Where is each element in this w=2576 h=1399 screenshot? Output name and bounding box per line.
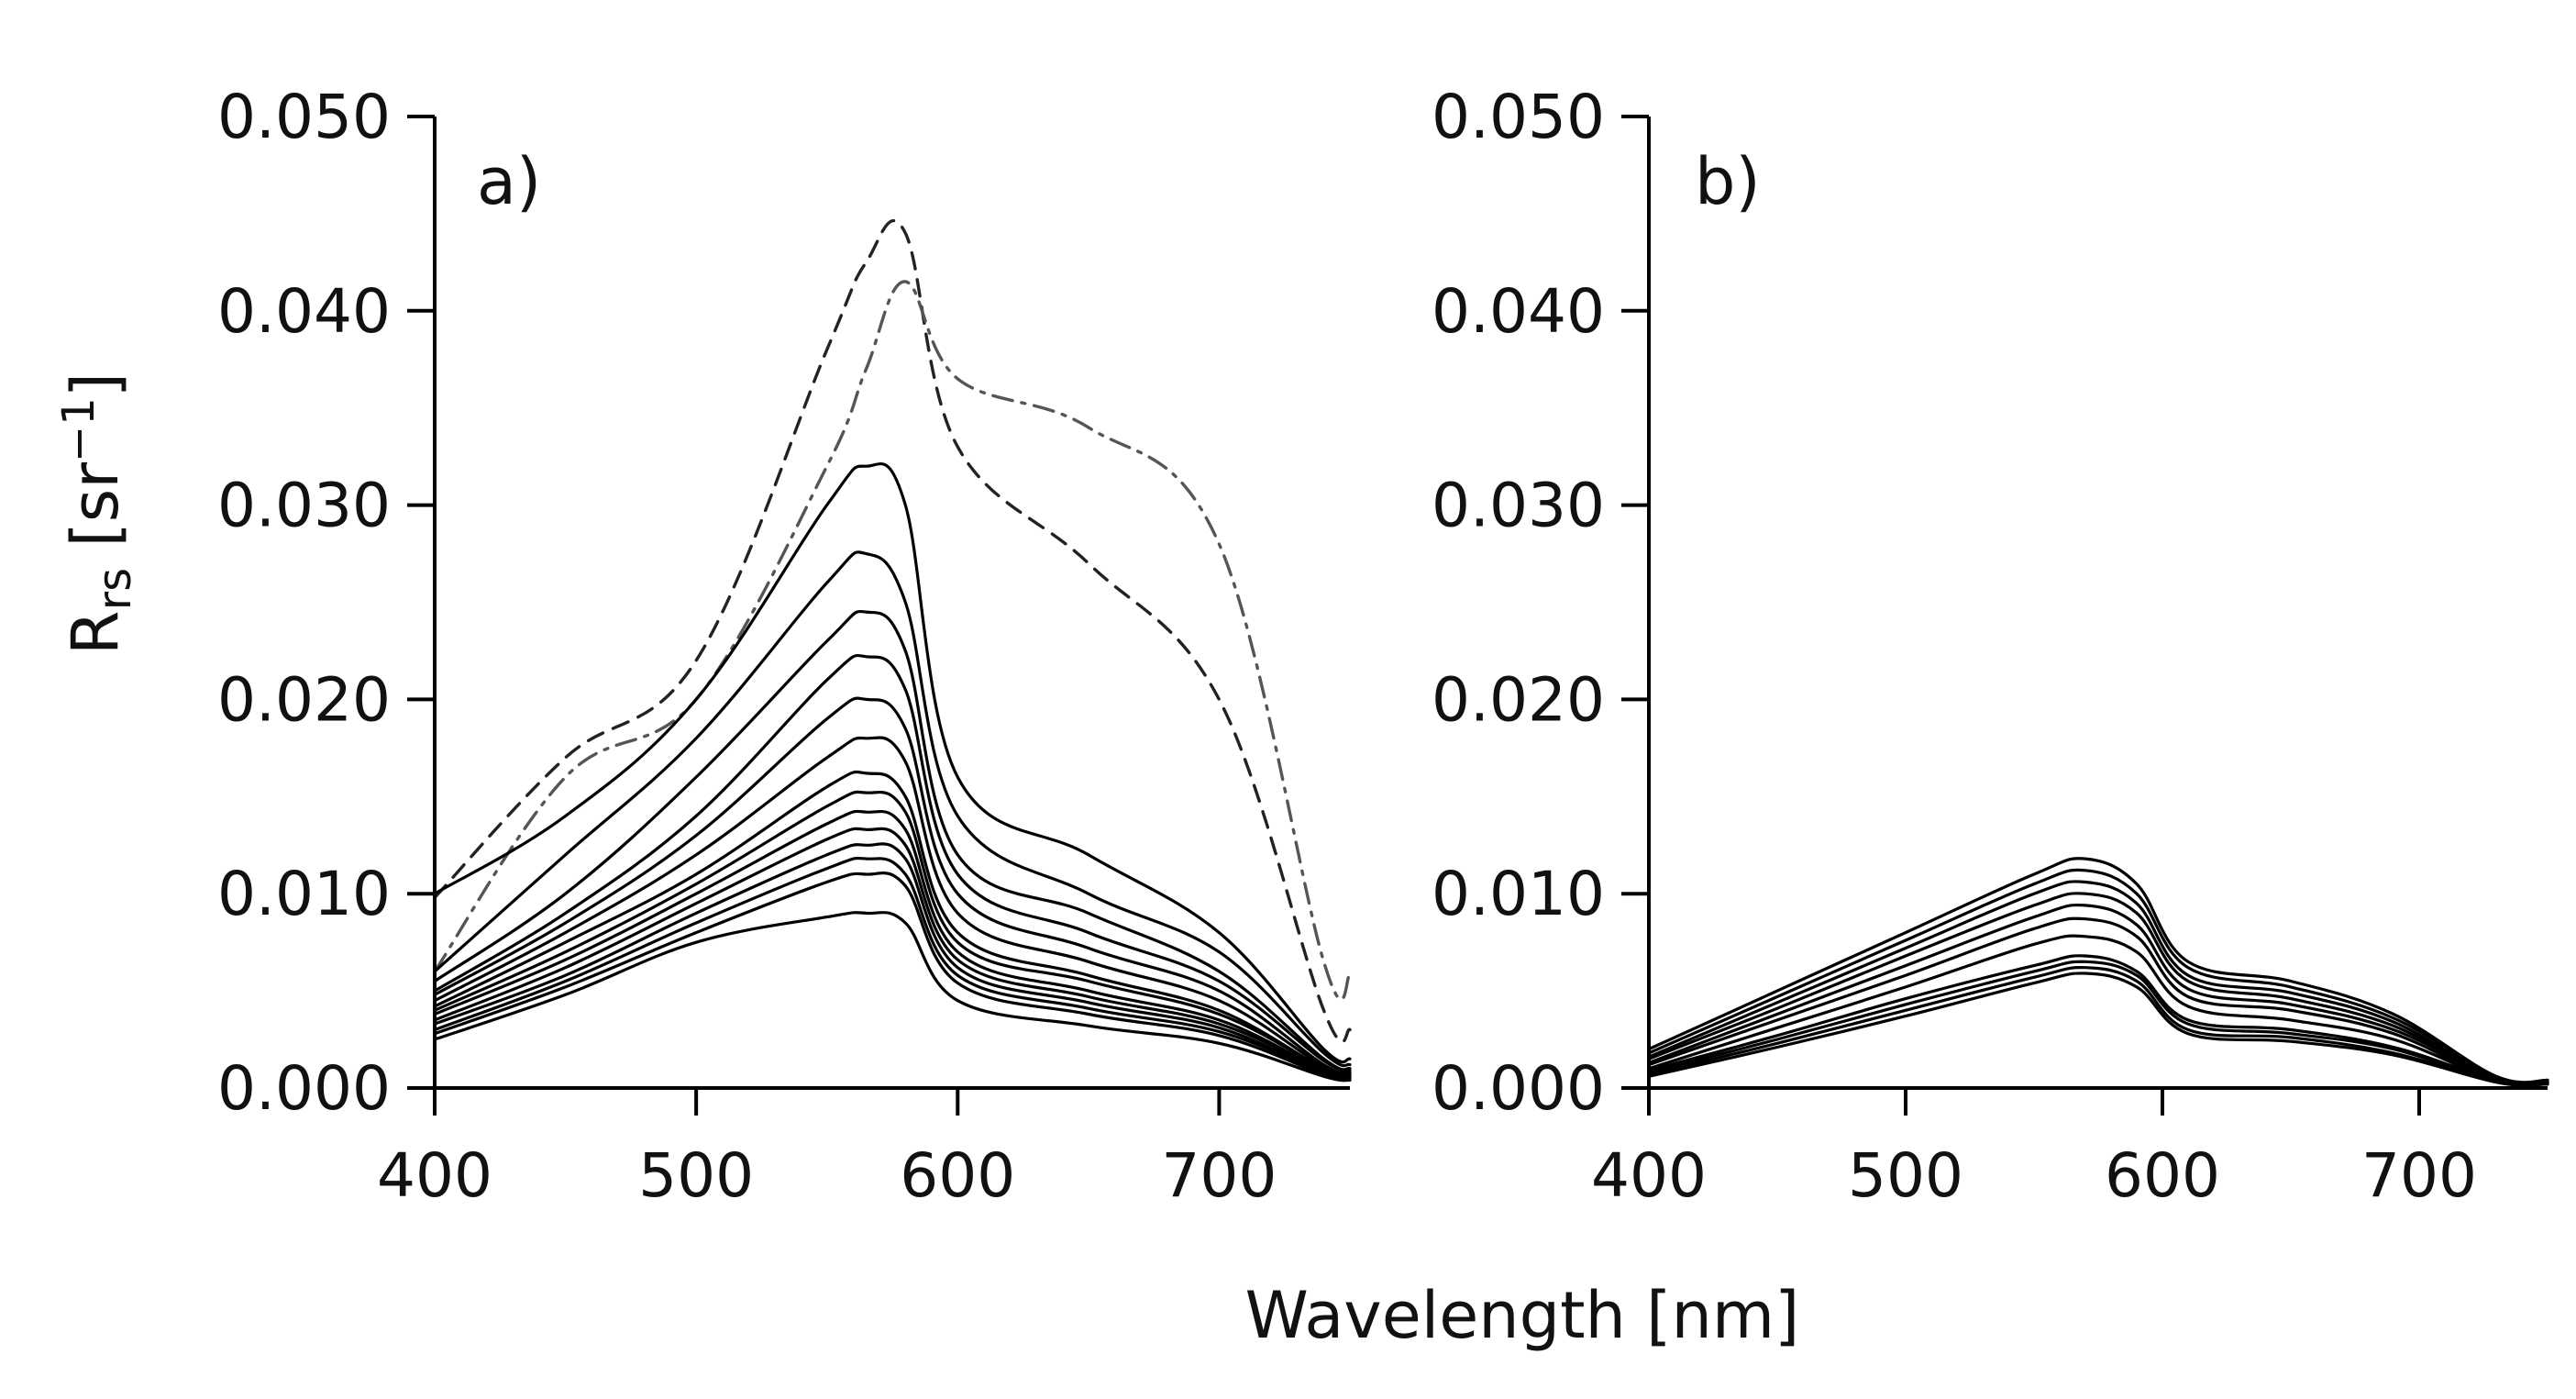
panel-a: 0.000 0.010 0.020 0.030 0.040 0.050 400 500 600 7… bbox=[217, 82, 1352, 1211]
panel-b-series-b1 bbox=[1647, 857, 2549, 1084]
panel-a-series-s5 bbox=[433, 696, 1352, 1074]
panel-a-series-s14 bbox=[433, 911, 1352, 1083]
panel-a-series-s10 bbox=[433, 827, 1352, 1079]
panel-b-series-b10 bbox=[1647, 965, 2549, 1087]
panel-b-series-b2 bbox=[1647, 868, 2549, 1084]
x-axis-title: Wavelength [nm] bbox=[1245, 1278, 1800, 1353]
panel-b-series-b11 bbox=[1647, 972, 2549, 1087]
panel-b-y-tick-label: 0.040 bbox=[1432, 276, 1605, 347]
panel-a-series-s11 bbox=[433, 842, 1352, 1080]
panel-b-series-b8 bbox=[1647, 954, 2549, 1086]
panel-a-y-tick-label: 0.040 bbox=[217, 276, 391, 347]
panel-a-y-tick-label: 0.010 bbox=[217, 859, 391, 929]
panel-a-y-tick-label: 0.050 bbox=[217, 82, 391, 152]
panel-a-series-s3 bbox=[433, 610, 1352, 1071]
panel-b-y-tick-label: 0.000 bbox=[1432, 1053, 1605, 1124]
panel-b-y-tick-label: 0.030 bbox=[1432, 471, 1605, 541]
panel-b: 0.000 0.010 0.020 0.030 0.040 0.050 400 500 600 7… bbox=[1432, 82, 2549, 1211]
panel-a-series-s1 bbox=[433, 461, 1352, 1064]
y-axis-title-sub: rs bbox=[88, 568, 141, 611]
y-axis-title-exp: −1 bbox=[53, 397, 105, 462]
panel-a-label: a) bbox=[477, 144, 541, 219]
panel-a-y-tick-label: 0.000 bbox=[217, 1053, 391, 1124]
y-axis-title-main: R bbox=[58, 610, 133, 655]
panel-b-series-b3 bbox=[1647, 880, 2549, 1085]
panel-a-series-s12 bbox=[433, 856, 1352, 1080]
panel-a-x-tick-label: 700 bbox=[1161, 1140, 1277, 1211]
panel-a-series-s4 bbox=[433, 654, 1352, 1072]
y-axis-title-close: ] bbox=[58, 372, 133, 397]
panel-b-x-tick-label: 700 bbox=[2361, 1140, 2477, 1211]
panel-b-y-tick-label: 0.020 bbox=[1432, 664, 1605, 735]
panel-a-series-dashdot bbox=[433, 280, 1352, 1002]
panel-b-label: b) bbox=[1695, 144, 1761, 219]
panel-b-y-tick-label: 0.050 bbox=[1432, 82, 1605, 152]
panel-a-y-tick-label: 0.020 bbox=[217, 664, 391, 735]
panel-a-x-tick-label: 400 bbox=[377, 1140, 492, 1211]
panel-a-series-dashed bbox=[433, 218, 1352, 1044]
panel-a-series-s9 bbox=[433, 809, 1352, 1078]
panel-a-series-s7 bbox=[433, 770, 1352, 1076]
panel-b-series-b5 bbox=[1647, 903, 2549, 1085]
panel-a-series-s6 bbox=[433, 736, 1352, 1076]
panel-b-series-b6 bbox=[1647, 916, 2549, 1086]
panel-b-x-tick-label: 600 bbox=[2105, 1140, 2220, 1211]
panel-a-series-s8 bbox=[433, 790, 1352, 1077]
y-axis-title-unit: [sr bbox=[58, 462, 133, 568]
panel-b-x-tick-label: 400 bbox=[1591, 1140, 1707, 1211]
panel-a-series-s13 bbox=[433, 872, 1352, 1081]
panel-a-x-tick-label: 500 bbox=[638, 1140, 754, 1211]
panel-b-x-tick-label: 500 bbox=[1848, 1140, 1963, 1211]
panel-b-series-b7 bbox=[1647, 934, 2549, 1086]
panel-b-series-b9 bbox=[1647, 960, 2549, 1087]
panel-a-series-s2 bbox=[433, 550, 1352, 1068]
y-axis-title: Rrs [sr−1] bbox=[53, 372, 141, 655]
panel-a-x-tick-label: 600 bbox=[900, 1140, 1015, 1211]
panel-b-y-tick-label: 0.010 bbox=[1432, 859, 1605, 929]
panel-b-series-b4 bbox=[1647, 892, 2549, 1086]
panel-a-y-tick-label: 0.030 bbox=[217, 471, 391, 541]
